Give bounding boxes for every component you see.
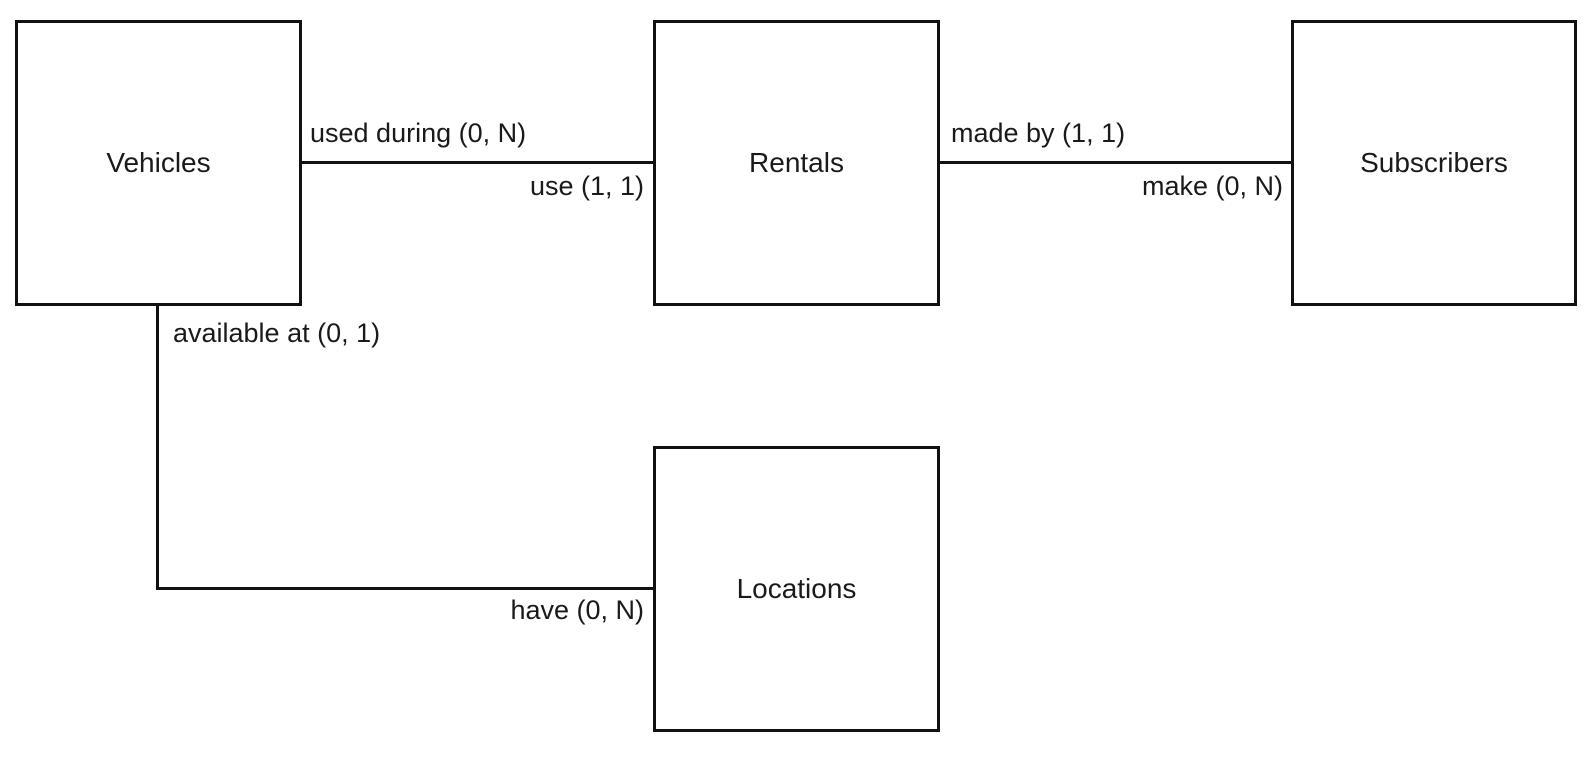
label-rentals-use: use (1, 1) — [529, 171, 644, 201]
entity-locations-label: Locations — [736, 573, 857, 604]
entity-subscribers: Subscribers — [1291, 20, 1577, 306]
label-locations-have: have (0, N) — [510, 595, 644, 625]
entity-vehicles: Vehicles — [15, 20, 302, 306]
label-rentals-made-by: made by (1, 1) — [951, 118, 1126, 148]
connector-vehicles-rentals — [300, 161, 655, 164]
connector-vehicles-locations-vertical — [156, 304, 159, 590]
connector-rentals-subscribers — [938, 161, 1293, 164]
label-vehicles-available-at: available at (0, 1) — [173, 318, 381, 348]
entity-rentals-label: Rentals — [749, 147, 844, 178]
label-subscribers-make: make (0, N) — [1141, 171, 1283, 201]
entity-locations: Locations — [653, 446, 940, 732]
entity-subscribers-label: Subscribers — [1360, 147, 1508, 178]
connector-vehicles-locations-horizontal — [156, 587, 655, 590]
label-vehicles-used-during: used during (0, N) — [310, 118, 527, 148]
entity-vehicles-label: Vehicles — [106, 147, 211, 178]
entity-rentals: Rentals — [653, 20, 940, 306]
